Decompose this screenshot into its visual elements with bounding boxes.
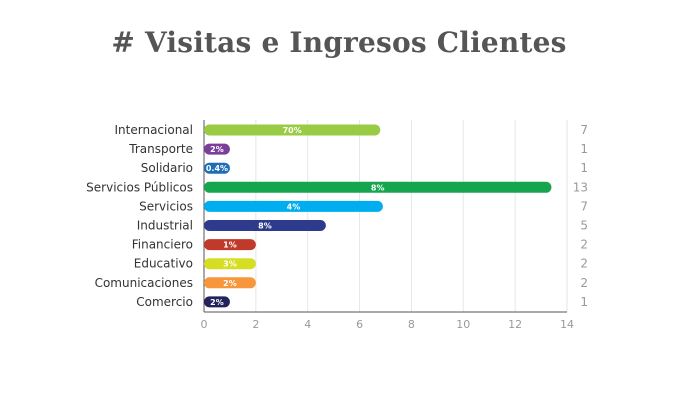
x-tick-label: 0 (201, 318, 208, 331)
category-label: Servicios Públicos (86, 180, 193, 194)
category-label: Industrial (137, 219, 193, 233)
count-label: 1 (580, 295, 588, 309)
bar-value-label: 8% (258, 222, 272, 231)
category-label: Internacional (115, 123, 193, 137)
x-tick-label: 4 (304, 318, 311, 331)
category-label: Comercio (136, 295, 193, 309)
chart-title: # Visitas e Ingresos Clientes (111, 26, 567, 59)
count-label: 2 (580, 257, 588, 271)
count-label: 1 (580, 142, 588, 156)
bar-value-label: 2% (210, 298, 224, 307)
x-tick-label: 2 (252, 318, 259, 331)
bar-value-label: 8% (371, 183, 385, 192)
category-label: Solidario (141, 161, 193, 175)
bar-value-label: 4% (287, 202, 301, 211)
count-label: 13 (573, 180, 588, 194)
bar (204, 258, 256, 270)
x-tick-label: 12 (508, 318, 522, 331)
count-label: 2 (580, 276, 588, 290)
bar (204, 200, 383, 212)
bar (204, 296, 230, 308)
count-label: 1 (580, 161, 588, 175)
x-tick-label: 10 (456, 318, 470, 331)
count-label: 7 (580, 199, 588, 213)
bar (204, 220, 326, 231)
bar (204, 181, 552, 193)
category-label: Comunicaciones (95, 276, 193, 290)
category-label: Transporte (128, 142, 193, 156)
x-tick-label: 8 (408, 318, 415, 331)
bar-value-label: 0.4% (206, 164, 228, 173)
bar (204, 277, 256, 289)
bar (204, 239, 256, 251)
category-label: Financiero (132, 238, 193, 252)
x-tick-label: 6 (356, 318, 363, 331)
bar-value-label: 3% (223, 260, 237, 269)
bar-value-label: 2% (223, 279, 237, 288)
bar-value-label: 2% (210, 145, 224, 154)
bar (204, 124, 381, 136)
bar (204, 162, 230, 174)
count-label: 7 (580, 123, 588, 137)
bar-value-label: 70% (283, 126, 302, 135)
bar-value-label: 1% (223, 241, 237, 250)
count-label: 2 (580, 238, 588, 252)
count-label: 5 (580, 219, 588, 233)
x-tick-label: 14 (560, 318, 574, 331)
category-label: Educativo (134, 257, 193, 271)
bar (204, 143, 230, 155)
category-label: Servicios (139, 199, 193, 213)
